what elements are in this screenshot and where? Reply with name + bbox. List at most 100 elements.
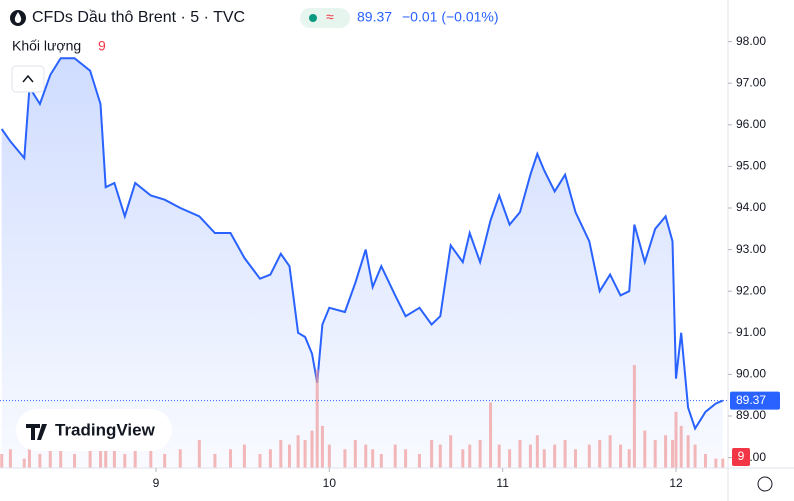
volume-bar: [664, 435, 668, 468]
volume-bar: [721, 458, 725, 468]
volume-bar: [123, 453, 127, 468]
volume-label: Khối lượng: [12, 38, 81, 54]
volume-bar: [296, 435, 300, 468]
volume-bar: [0, 453, 4, 468]
volume-bar: [686, 435, 690, 468]
x-tick-label: 11: [496, 476, 509, 490]
x-tick-label: 10: [323, 476, 337, 490]
volume-bar: [303, 439, 307, 468]
last-price-label: 89.37: [736, 393, 766, 407]
volume-bar: [449, 435, 453, 468]
volume-bar: [268, 449, 272, 468]
header-change: −0.01 (−0.01%): [402, 9, 499, 25]
volume-bar: [404, 449, 408, 468]
plot: [0, 57, 725, 468]
volume-bar: [619, 444, 623, 468]
volume-bar: [553, 444, 557, 468]
volume-bar: [343, 449, 347, 468]
volume-bar: [518, 439, 522, 468]
volume-bar: [59, 439, 63, 468]
volume-bar: [213, 453, 217, 468]
volume-bar: [379, 453, 383, 468]
volume-bar: [242, 444, 246, 468]
volume-bar: [608, 435, 612, 468]
volume-bar: [149, 449, 153, 468]
volume-bar: [542, 449, 546, 468]
volume-bar: [671, 439, 675, 468]
volume-bar: [535, 435, 539, 468]
status-dot: [309, 14, 317, 22]
logo-icon: [26, 424, 47, 440]
volume-bar: [163, 453, 167, 468]
settings-icon[interactable]: [757, 476, 773, 492]
volume-bar: [99, 444, 103, 468]
y-tick-label: 91.00: [736, 325, 766, 339]
volume-bar: [563, 439, 567, 468]
volume-bar: [674, 411, 678, 468]
volume-bar: [48, 449, 52, 468]
volume-bar: [438, 444, 442, 468]
volume-bar: [528, 444, 532, 468]
volume-bar: [587, 444, 591, 468]
volume-bar: [258, 453, 262, 468]
y-tick-label: 94.00: [736, 200, 766, 214]
y-tick-label: 93.00: [736, 242, 766, 256]
y-tick-label: 96.00: [736, 117, 766, 131]
logo-box: [16, 409, 172, 451]
y-tick-label: 92.00: [736, 283, 766, 297]
header-price: 89.37: [357, 9, 392, 25]
volume-bar: [38, 453, 42, 468]
volume-bar: [679, 425, 683, 468]
volume-bar: [371, 449, 375, 468]
x-tick-label: 9: [153, 476, 160, 490]
volume-bar: [310, 430, 314, 468]
y-tick-label: 90.00: [736, 367, 766, 381]
volume-last-label: 9: [738, 449, 745, 463]
volume-bar: [632, 365, 636, 468]
volume-bar: [627, 449, 631, 468]
y-tick-label: 89.00: [736, 408, 766, 422]
drop-icon: [14, 12, 22, 23]
volume-bar: [598, 439, 602, 468]
volume-bar: [653, 439, 657, 468]
volume-bar: [279, 439, 283, 468]
volume-bar: [703, 453, 707, 468]
volume-bar: [197, 439, 201, 468]
price-line: [0, 57, 724, 431]
x-tick-label: 12: [669, 476, 683, 490]
volume-bar: [430, 439, 434, 468]
volume-bar: [573, 449, 577, 468]
volume-bar: [393, 444, 397, 468]
y-tick-label: 95.00: [736, 159, 766, 173]
volume-bar: [320, 425, 324, 468]
collapse-icon: [22, 74, 34, 83]
volume-bar: [22, 458, 26, 468]
collapse-button[interactable]: [11, 65, 45, 93]
volume-bar: [112, 449, 116, 468]
volume-bar: [315, 369, 319, 468]
status-pill: [300, 8, 350, 28]
volume-bar: [88, 449, 92, 468]
volume-bar: [478, 439, 482, 468]
volume-bar: [693, 444, 697, 468]
volume-bar: [178, 449, 182, 468]
last-price-box: [730, 391, 780, 410]
volume-bar: [287, 444, 291, 468]
chart-title: CFDs Dầu thô Brent · 5 · TVC: [32, 9, 245, 26]
y-tick-label: 97.00: [736, 75, 766, 89]
logo-text: TradingView: [55, 420, 156, 439]
volume-bar: [73, 453, 77, 468]
volume-bar: [497, 444, 501, 468]
volume-bar: [417, 453, 421, 468]
volume-bar: [133, 444, 137, 468]
volume-bar: [229, 449, 233, 468]
volume-value: 9: [98, 38, 106, 54]
volume-bar: [468, 444, 472, 468]
volume-bar: [8, 449, 12, 468]
volume-bar: [327, 444, 331, 468]
y-tick-label: 98.00: [736, 34, 766, 48]
volume-bar: [508, 449, 512, 468]
volume-bar: [27, 444, 31, 468]
volume-bar: [104, 435, 108, 468]
